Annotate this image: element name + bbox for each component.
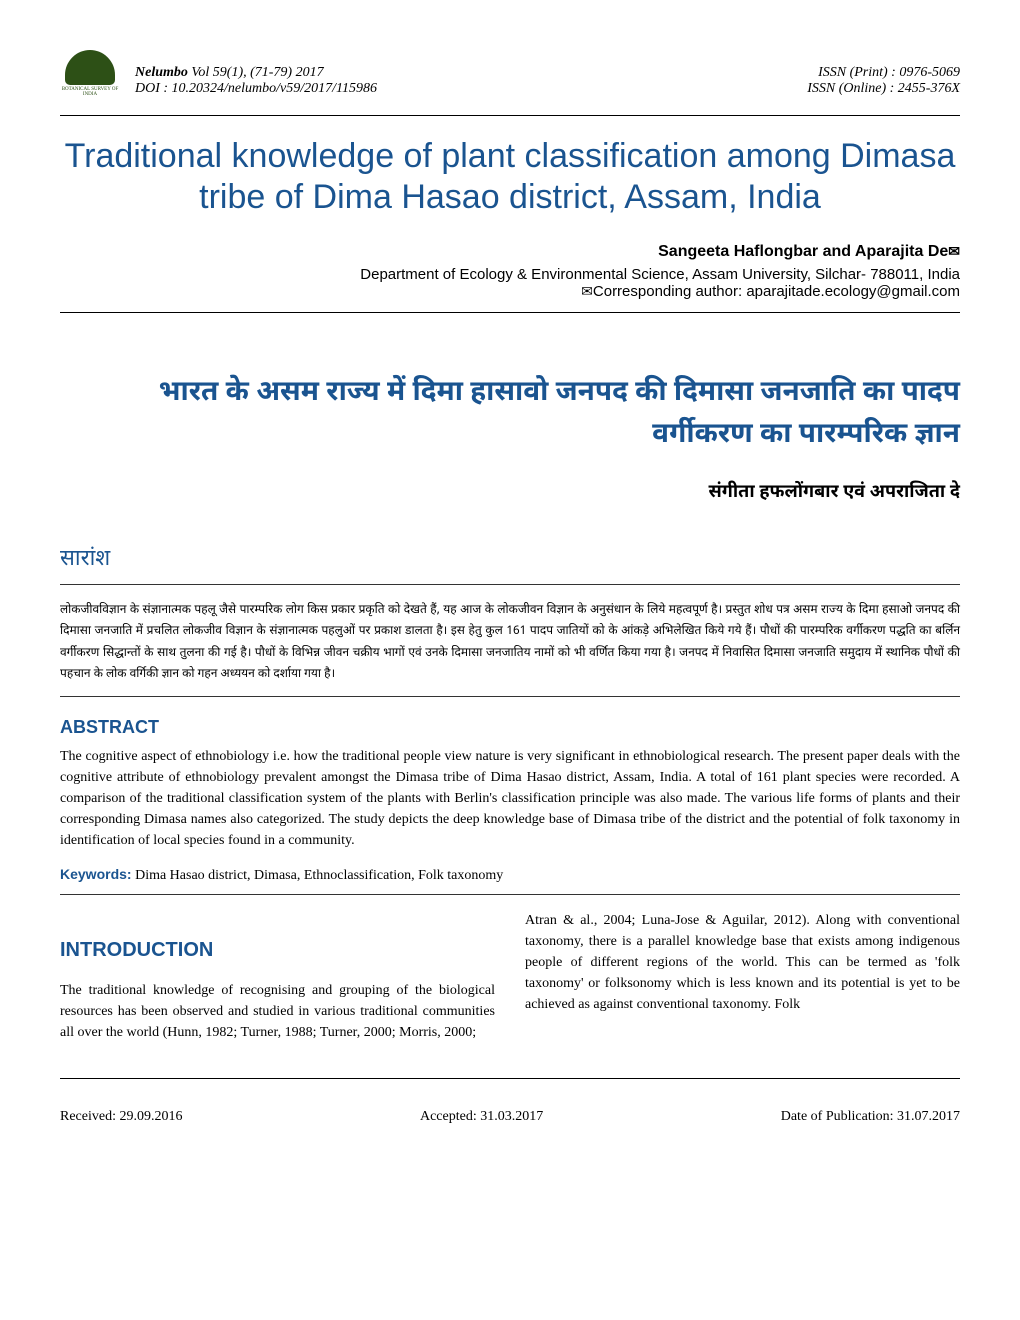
journal-info: Nelumbo Vol 59(1), (71-79) 2017 DOI : 10…	[135, 50, 960, 97]
abstract-header: ABSTRACT	[60, 717, 960, 738]
introduction-header: INTRODUCTION	[60, 935, 495, 965]
right-column: Atran & al., 2004; Luna-Jose & Aguilar, …	[525, 910, 960, 1043]
corresponding-text: Corresponding author: aparajitade.ecolog…	[593, 283, 960, 300]
logo-tree-icon	[65, 50, 115, 85]
affiliation: Department of Ecology & Environmental Sc…	[60, 266, 960, 283]
authors: Sangeeta Haflongbar and Aparajita De✉	[60, 243, 960, 261]
doi: DOI : 10.20324/nelumbo/v59/2017/115986	[135, 81, 377, 97]
keywords-divider	[60, 894, 960, 895]
header-divider	[60, 115, 960, 116]
volume-info: Vol 59(1), (71-79) 2017	[191, 65, 323, 80]
journal-name: Nelumbo	[135, 65, 188, 80]
keywords-text: Dima Hasao district, Dimasa, Ethnoclassi…	[135, 868, 503, 883]
hindi-abstract-header: सारांश	[60, 545, 960, 574]
intro-text-right: Atran & al., 2004; Luna-Jose & Aguilar, …	[525, 910, 960, 1015]
accepted-date: Accepted: 31.03.2017	[420, 1109, 543, 1125]
issn-print: ISSN (Print) : 0976-5069	[807, 65, 960, 81]
author-divider	[60, 312, 960, 313]
received-date: Received: 29.09.2016	[60, 1109, 182, 1125]
hindi-abstract-divider-top	[60, 584, 960, 585]
paper-title: Traditional knowledge of plant classific…	[60, 136, 960, 218]
envelope-icon-2: ✉	[581, 283, 593, 299]
journal-right-info: ISSN (Print) : 0976-5069 ISSN (Online) :…	[807, 65, 960, 97]
hindi-title: भारत के असम राज्य में दिमा हासावो जनपद क…	[60, 373, 960, 457]
journal-header: BOTANICAL SURVEY OF INDIA Nelumbo Vol 59…	[60, 50, 960, 110]
abstract-text: The cognitive aspect of ethnobiology i.e…	[60, 746, 960, 851]
hindi-abstract-text: लोकजीवविज्ञान के संज्ञानात्मक पहलू जैसे …	[60, 600, 960, 686]
journal-logo: BOTANICAL SURVEY OF INDIA	[60, 50, 120, 110]
author-names: Sangeeta Haflongbar and Aparajita De	[658, 243, 948, 260]
corresponding-author: ✉Corresponding author: aparajitade.ecolo…	[60, 283, 960, 300]
keywords-label: Keywords:	[60, 866, 132, 882]
body-columns: INTRODUCTION The traditional knowledge o…	[60, 910, 960, 1043]
envelope-icon: ✉	[948, 243, 960, 259]
footer-dates: Received: 29.09.2016 Accepted: 31.03.201…	[60, 1109, 960, 1125]
hindi-abstract-divider-bottom	[60, 696, 960, 697]
logo-subtitle: BOTANICAL SURVEY OF INDIA	[60, 87, 120, 97]
left-column: INTRODUCTION The traditional knowledge o…	[60, 910, 495, 1043]
published-date: Date of Publication: 31.07.2017	[781, 1109, 960, 1125]
keywords-line: Keywords: Dima Hasao district, Dimasa, E…	[60, 866, 960, 884]
footer-divider	[60, 1078, 960, 1079]
intro-text-left: The traditional knowledge of recognising…	[60, 980, 495, 1043]
journal-left-info: Nelumbo Vol 59(1), (71-79) 2017 DOI : 10…	[135, 65, 377, 97]
issn-online: ISSN (Online) : 2455-376X	[807, 81, 960, 97]
hindi-authors: संगीता हफलोंगबार एवं अपराजिता दे	[60, 482, 960, 505]
